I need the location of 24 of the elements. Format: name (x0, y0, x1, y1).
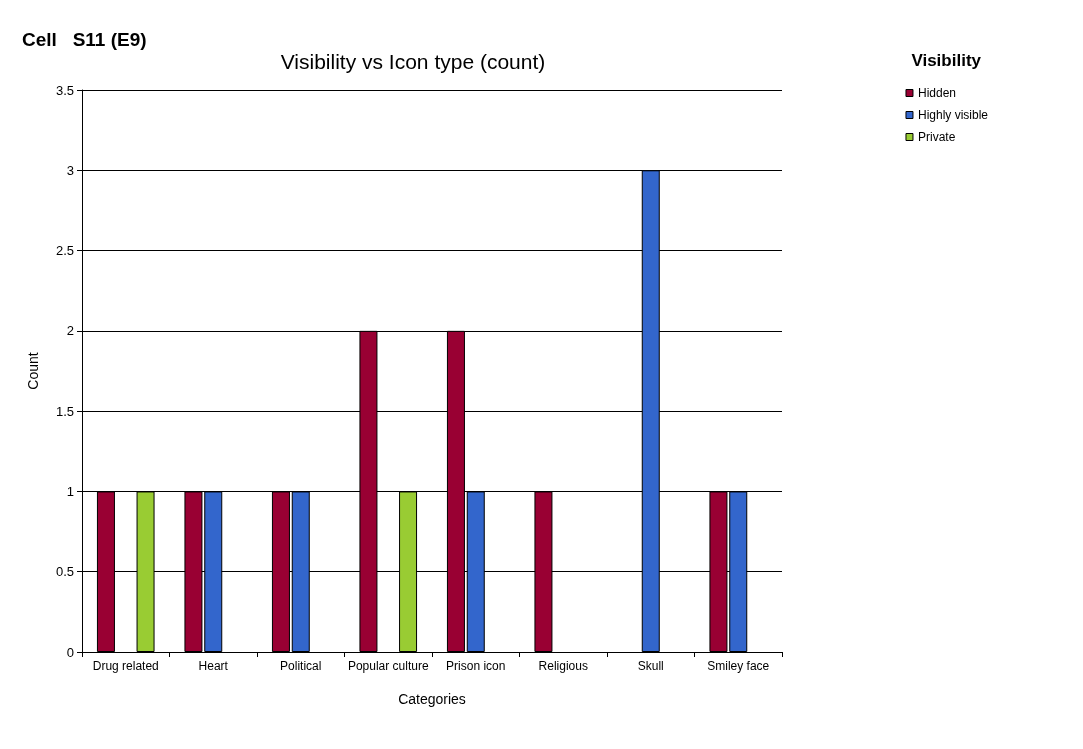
x-tick-label: Heart (198, 659, 229, 673)
x-tick-label: Political (280, 659, 322, 673)
y-tick-label: 1 (66, 483, 74, 499)
x-tick-label: Drug related (92, 659, 159, 673)
y-tick-label: 3 (66, 162, 74, 178)
y-tick-label: 2 (66, 323, 74, 339)
y-tick-label: 0 (66, 644, 74, 660)
y-tick-label: 3.5 (55, 82, 74, 98)
chart-title: Visibility vs Icon type (count) (280, 50, 546, 73)
x-tick-label: Popular culture (347, 659, 429, 673)
text: Cell S11 (E9) (22, 29, 147, 50)
y-tick-label: 0.5 (55, 564, 74, 580)
y-axis-title: Count (25, 352, 41, 390)
y-tick-label: 2.5 (55, 243, 74, 259)
legend-label: Hidden (917, 86, 957, 100)
x-tick-label: Religious (538, 659, 588, 673)
legend-title: Visibility (911, 51, 982, 70)
x-tick-label: Skull (637, 659, 664, 673)
x-tick-label: Smiley face (707, 659, 770, 673)
x-axis-title: Categories (398, 691, 466, 707)
legend-label: Private (917, 130, 956, 144)
legend-label: Highly visible (917, 108, 989, 122)
y-tick-label: 1.5 (55, 403, 74, 419)
x-tick-label: Prison icon (446, 659, 506, 673)
